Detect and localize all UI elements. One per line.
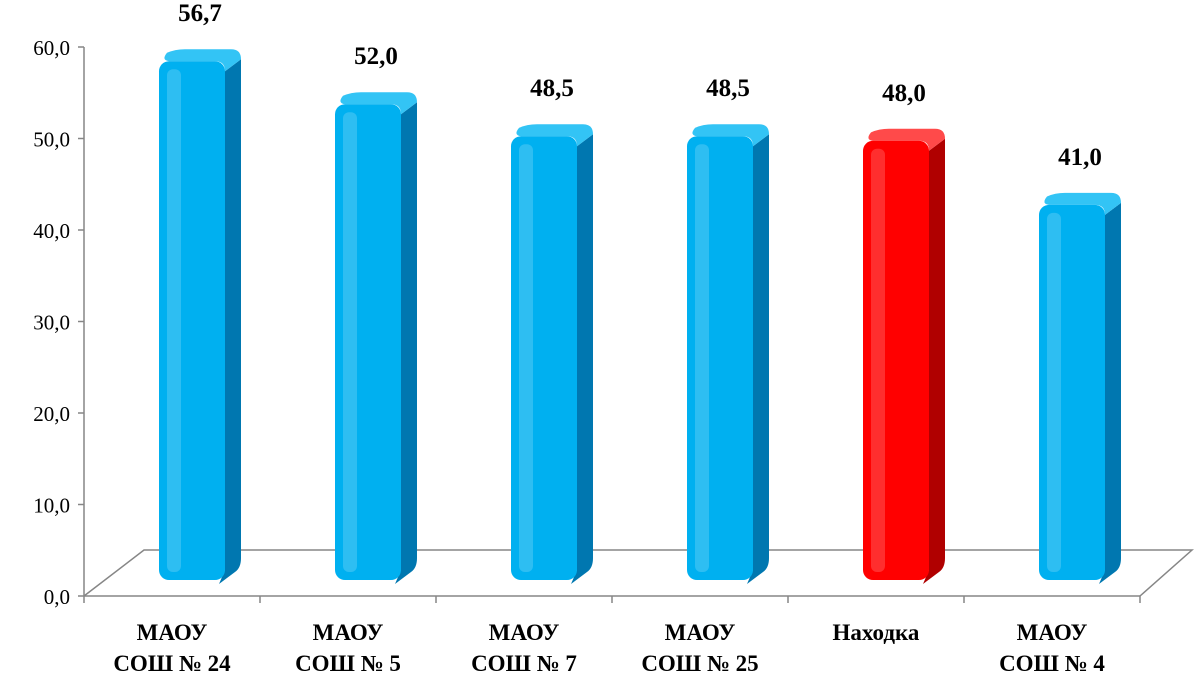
category-label: МАОУ СОШ № 5 <box>295 620 401 675</box>
data-label: 48,0 <box>882 80 926 107</box>
category-label: Находка <box>833 620 920 645</box>
bar <box>335 92 417 584</box>
bar-shine <box>1047 212 1061 572</box>
labels: 0,0 10,0 20,0 30,0 40,0 50,0 60,0 56,7 МАОУ СОШ №… <box>33 0 1105 676</box>
data-label: 52,0 <box>354 43 398 70</box>
bar-front <box>687 136 753 580</box>
bar <box>863 128 945 585</box>
bar-side <box>395 102 417 584</box>
y-tick-label: 60,0 <box>33 36 70 60</box>
bar-shine <box>343 112 357 572</box>
bar-shine <box>695 144 709 572</box>
bar-top <box>340 92 417 115</box>
bar-side <box>219 59 241 584</box>
bar-side <box>571 134 593 584</box>
bar <box>511 124 593 584</box>
bar-front <box>159 61 225 580</box>
bar-front <box>511 136 577 580</box>
bar-top <box>164 49 241 72</box>
y-tick-label: 0,0 <box>44 585 70 609</box>
bar-top <box>1044 192 1121 215</box>
bars <box>159 49 1121 585</box>
bar-top <box>692 124 769 147</box>
bar-shine <box>519 144 533 572</box>
bar-front <box>335 104 401 580</box>
y-tick-label: 50,0 <box>33 128 70 152</box>
bar-shine <box>167 69 181 572</box>
y-tick-label: 20,0 <box>33 402 70 426</box>
bar <box>159 49 241 584</box>
category-label: МАОУ СОШ № 7 <box>471 620 577 675</box>
bar <box>1039 192 1121 584</box>
category-label: МАОУ СОШ № 24 <box>113 620 231 675</box>
data-label: 48,5 <box>706 75 750 102</box>
data-label: 41,0 <box>1058 144 1102 171</box>
data-label: 48,5 <box>530 75 574 102</box>
bar-side <box>923 138 945 585</box>
bar <box>687 124 769 584</box>
floor-outline <box>83 549 1194 597</box>
y-tick-label: 40,0 <box>33 219 70 243</box>
bar-side <box>747 134 769 584</box>
category-label: МАОУ СОШ № 4 <box>999 620 1105 675</box>
bar-top <box>868 128 945 151</box>
y-tick-label: 10,0 <box>33 494 70 518</box>
bar-shine <box>871 148 885 573</box>
bar-front <box>1039 204 1105 580</box>
bar-top <box>516 124 593 147</box>
category-label: МАОУ СОШ № 25 <box>641 620 758 675</box>
data-label: 56,7 <box>178 0 222 27</box>
axes <box>78 46 1194 603</box>
bar-side <box>1099 202 1121 584</box>
bar-front <box>863 140 929 581</box>
y-tick-label: 30,0 <box>33 311 70 335</box>
